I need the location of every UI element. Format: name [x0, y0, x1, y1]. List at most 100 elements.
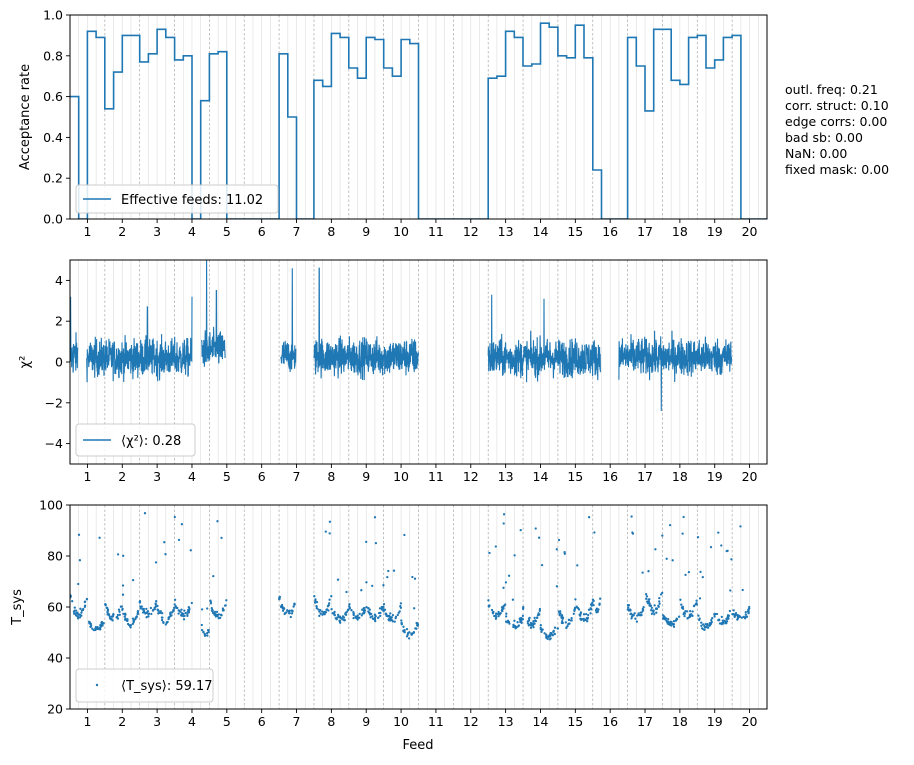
tsys-point — [587, 608, 591, 611]
tsys-point — [200, 628, 204, 632]
x-tick-label: 19 — [707, 469, 723, 484]
side-stat-line: fixed mask: 0.00 — [785, 162, 890, 177]
tsys-point — [594, 608, 598, 612]
tsys-point — [330, 595, 333, 598]
tsys-point — [167, 617, 170, 621]
x-tick-label: 8 — [327, 469, 335, 484]
tsys-point — [665, 557, 668, 560]
tsys-point — [511, 598, 515, 601]
tsys-point — [521, 614, 525, 618]
tsys-point — [630, 515, 633, 518]
tsys-point — [680, 603, 683, 606]
chi2-series-line — [313, 267, 420, 381]
tsys-point — [549, 637, 552, 640]
tsys-point — [691, 614, 694, 618]
x-tick-label: 3 — [153, 469, 161, 484]
tsys-point — [173, 606, 176, 609]
tsys-point — [701, 623, 705, 626]
x-tick-label: 2 — [118, 224, 126, 239]
tsys-point — [77, 582, 80, 586]
tsys-point — [79, 607, 82, 610]
tsys-point — [552, 629, 555, 633]
tsys-point — [156, 604, 159, 608]
tsys-point — [123, 615, 126, 618]
x-tick-label: 17 — [637, 714, 653, 729]
tsys-point — [101, 623, 104, 626]
tsys-point — [654, 548, 657, 551]
tsys-point — [412, 631, 416, 634]
x-tick-label: 1 — [83, 469, 91, 484]
tsys-point — [662, 617, 665, 620]
tsys-point — [180, 608, 183, 611]
tsys-point — [661, 614, 665, 617]
tsys-point — [686, 617, 689, 620]
tsys-point — [505, 615, 508, 618]
tsys-point — [179, 610, 182, 613]
tsys-point — [695, 599, 698, 602]
tsys-point — [652, 610, 655, 614]
tsys-point — [131, 578, 135, 582]
tsys-point — [315, 605, 318, 608]
tsys-point — [644, 593, 648, 596]
tsys-point — [501, 608, 504, 611]
tsys-point — [490, 608, 494, 612]
x-tick-label: 12 — [463, 469, 479, 484]
tsys-point — [328, 520, 332, 523]
tsys-point — [317, 608, 320, 611]
tsys-point — [209, 602, 213, 605]
tsys-point — [649, 604, 653, 607]
tsys-point — [747, 612, 750, 615]
x-tick-label: 7 — [293, 469, 301, 484]
x-tick-label: 16 — [602, 469, 618, 484]
tsys-point — [358, 612, 361, 616]
tsys-point — [567, 618, 571, 621]
tsys-point — [83, 604, 87, 607]
tsys-point — [74, 609, 78, 612]
tsys-point — [555, 548, 558, 551]
tsys-point — [646, 602, 650, 605]
acceptance-step-line — [70, 22, 767, 219]
tsys-point — [667, 620, 670, 623]
x-tick-label: 19 — [707, 224, 723, 239]
tsys-point — [586, 620, 589, 623]
tsys-point — [188, 608, 191, 611]
tsys-point — [379, 611, 382, 615]
x-tick-label: 1 — [83, 714, 91, 729]
tsys-point — [550, 632, 553, 636]
tsys-point — [532, 620, 535, 623]
tsys-point — [729, 589, 732, 592]
tsys-point — [582, 617, 585, 621]
tsys-point — [318, 614, 321, 618]
tsys-point — [290, 612, 294, 615]
tsys-point — [726, 616, 730, 619]
x-tick-label: 11 — [428, 469, 444, 484]
tsys-point — [132, 619, 135, 622]
tsys-point — [325, 608, 328, 611]
tsys-point — [221, 608, 225, 611]
tsys-point — [672, 625, 676, 628]
tsys-point — [74, 612, 77, 615]
tsys-point — [111, 615, 114, 618]
tsys-point — [413, 607, 416, 610]
tsys-point — [578, 613, 581, 616]
side-stat-line: bad sb: 0.00 — [785, 130, 863, 145]
tsys-point — [149, 606, 153, 610]
tsys-point — [642, 605, 645, 609]
tsys-point — [494, 545, 497, 548]
tsys-point — [658, 596, 661, 600]
tsys-point — [410, 632, 413, 635]
tsys-point — [200, 623, 203, 627]
tsys-point — [161, 612, 164, 615]
tsys-point — [85, 598, 89, 601]
tsys-point — [657, 605, 660, 608]
tsys-point — [183, 614, 186, 618]
tsys-point — [371, 615, 374, 618]
tsys-point — [677, 615, 681, 618]
tsys-point — [536, 616, 539, 619]
legend-box — [75, 184, 279, 214]
tsys-point — [289, 615, 292, 619]
tsys-point — [700, 627, 704, 630]
tsys-point — [77, 613, 80, 616]
tsys-point — [368, 613, 372, 616]
tsys-point — [680, 606, 684, 609]
